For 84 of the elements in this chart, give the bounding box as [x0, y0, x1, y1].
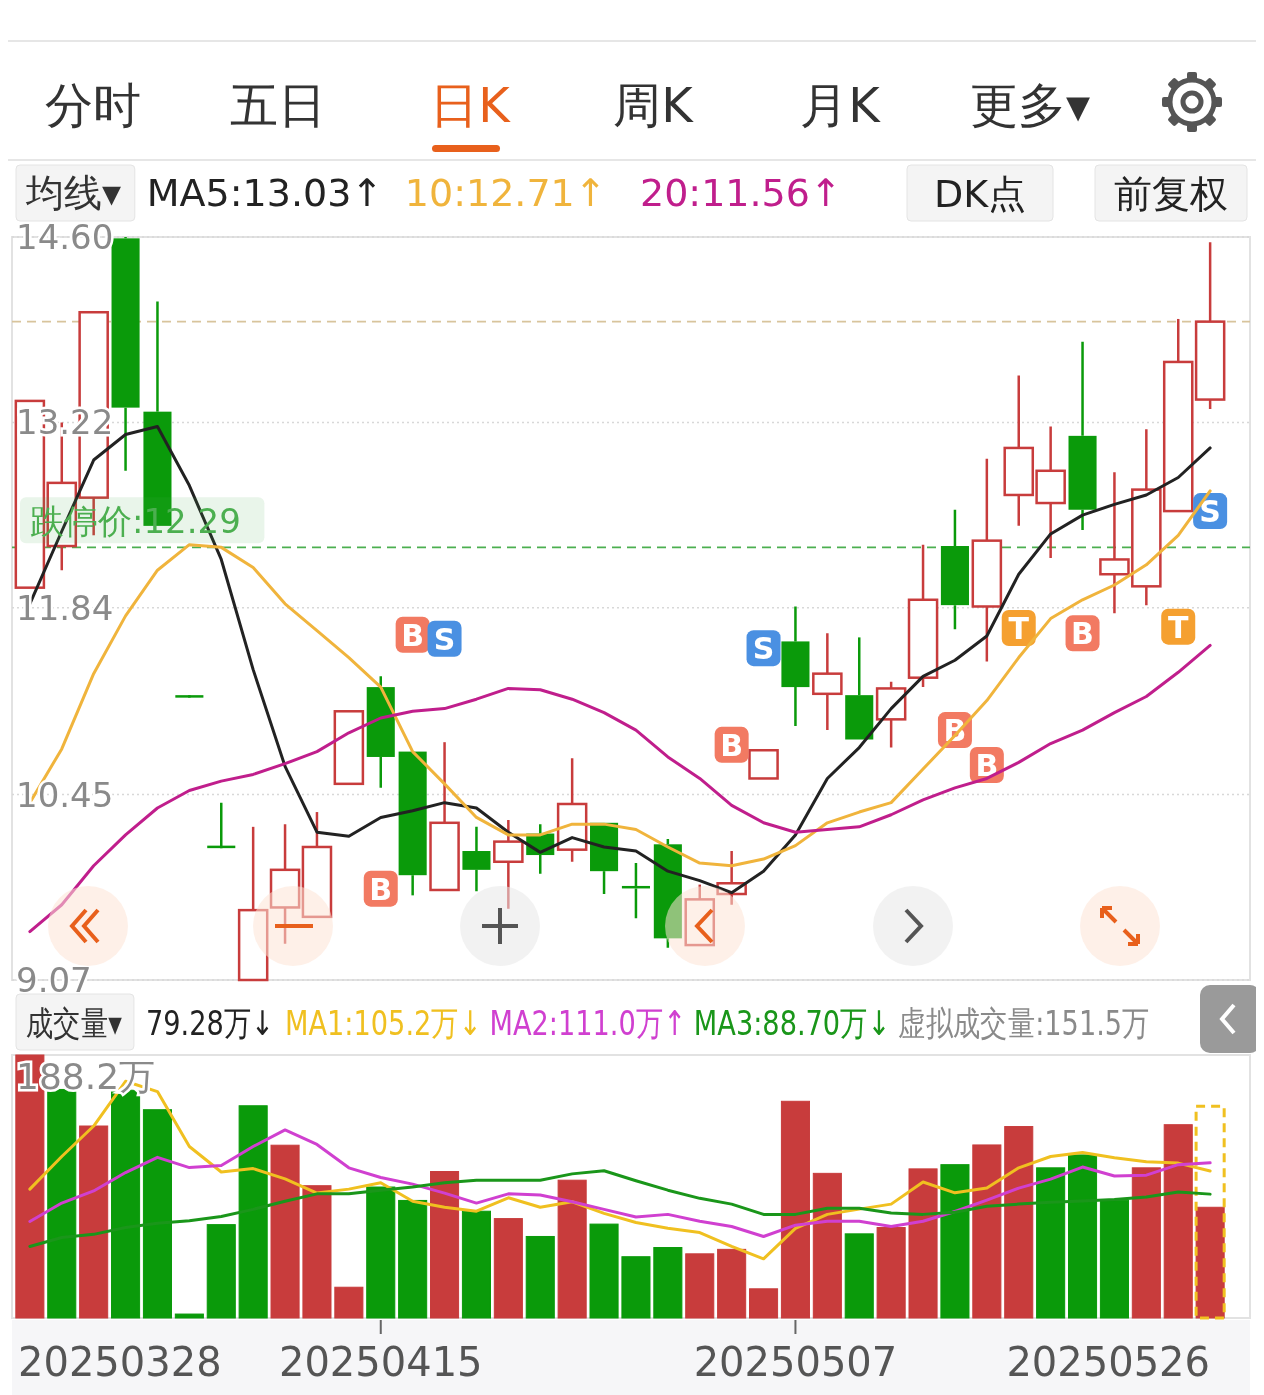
bar	[685, 1253, 715, 1319]
bar	[749, 1288, 779, 1319]
data-label: T	[1008, 610, 1030, 646]
data-label: S	[752, 631, 775, 667]
bar	[334, 1286, 364, 1319]
text: 日K	[430, 77, 512, 133]
text: MA2:111.0万↑	[489, 1002, 686, 1043]
text: MA5:13.03↑	[146, 171, 384, 215]
bar	[302, 1185, 332, 1319]
candlestick	[812, 632, 843, 732]
bar	[1131, 1167, 1161, 1319]
data-label: B	[720, 727, 744, 763]
bar	[525, 1235, 555, 1319]
bar	[1099, 1199, 1129, 1319]
bar	[940, 1164, 970, 1319]
data-label: S	[433, 621, 456, 657]
data-label: B	[401, 617, 425, 653]
bar	[1195, 1206, 1225, 1319]
candlestick	[493, 818, 524, 911]
y-tick-label: 9.07	[16, 960, 92, 1000]
bar	[430, 1171, 460, 1319]
data-label: B	[1071, 616, 1094, 652]
x-tick-label: 20250415	[278, 1339, 483, 1385]
bar	[398, 1199, 428, 1319]
text: MA3:88.70万↓	[693, 1002, 891, 1043]
bar	[653, 1247, 683, 1319]
bar	[1163, 1124, 1193, 1319]
x-tick-label: 20250507	[693, 1339, 898, 1385]
bar	[780, 1100, 810, 1319]
bar	[844, 1233, 874, 1319]
bar	[366, 1186, 396, 1319]
bar	[908, 1168, 938, 1319]
bar	[79, 1125, 109, 1319]
candlestick	[237, 825, 269, 982]
bar	[174, 1313, 204, 1319]
bar	[206, 1224, 236, 1319]
text: MA1:105.2万↓	[285, 1002, 482, 1043]
text: DK点	[933, 172, 1027, 216]
candlestick	[845, 636, 874, 740]
bar	[621, 1256, 651, 1319]
bar	[238, 1105, 268, 1319]
candlestick	[366, 675, 395, 790]
candlestick	[940, 508, 969, 631]
bar	[876, 1227, 906, 1319]
candlestick	[462, 825, 491, 893]
bar	[1068, 1154, 1098, 1319]
text: 分时	[45, 77, 141, 133]
bar	[589, 1223, 619, 1319]
y-tick-label: 11.84	[16, 587, 114, 628]
text: 20250526	[1006, 1339, 1210, 1385]
bar	[717, 1248, 747, 1319]
bar	[812, 1172, 842, 1319]
bar	[142, 1109, 172, 1319]
candlestick	[971, 457, 1003, 663]
bar	[47, 1088, 77, 1319]
data-label: B	[369, 871, 393, 907]
text: 更多▾	[969, 77, 1091, 133]
candlestick	[781, 605, 810, 728]
data-label: B	[975, 748, 999, 784]
bar	[1036, 1167, 1066, 1319]
data-label: T	[1168, 609, 1189, 645]
text: 20:11.56↑	[640, 171, 842, 215]
candlestick	[429, 740, 460, 892]
bar	[270, 1144, 300, 1319]
bar	[972, 1144, 1002, 1319]
text: 10:12.71↑	[404, 171, 607, 215]
candlestick	[1068, 340, 1097, 532]
bar	[493, 1218, 523, 1319]
bar	[1004, 1126, 1034, 1319]
text: 79.28万↓	[145, 1002, 274, 1043]
legend-title: 成交量▾	[26, 1002, 123, 1043]
text: 虚拟成交量:151.5万	[898, 1002, 1150, 1043]
text: 五日	[230, 77, 326, 133]
candlestick	[907, 543, 939, 689]
text: 前复权	[1114, 172, 1228, 216]
text: 周K	[613, 77, 695, 133]
legend-title: 均线▾	[25, 171, 122, 215]
candlestick	[301, 810, 333, 919]
bar	[557, 1179, 587, 1319]
data-label: S	[1199, 494, 1221, 530]
text: 20250328	[18, 1339, 222, 1385]
y-tick-label: 14.60	[16, 217, 114, 257]
bar	[461, 1210, 491, 1319]
text: 月K	[800, 77, 882, 133]
